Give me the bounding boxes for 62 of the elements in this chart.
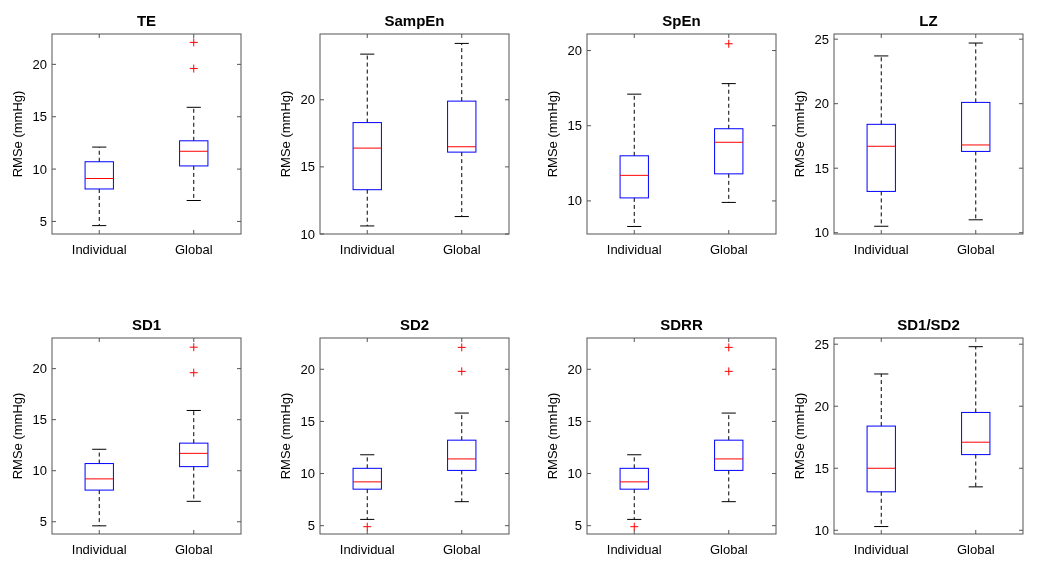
- chart-title: LZ: [919, 12, 938, 29]
- x-tick-label: Global: [174, 242, 213, 257]
- y-tick-label: 15: [32, 109, 47, 125]
- y-tick-label: 5: [39, 514, 47, 530]
- y-tick-label: 10: [814, 522, 829, 538]
- y-tick-label: 25: [814, 31, 829, 47]
- x-tick-label: Individual: [71, 242, 127, 257]
- y-tick-label: 10: [814, 225, 829, 241]
- y-tick-label: 15: [814, 460, 829, 476]
- y-tick-label: 20: [814, 96, 829, 112]
- y-tick-label: 10: [300, 466, 315, 482]
- y-axis-title: RMSe (mmHg): [792, 392, 807, 480]
- chart-title: SD1: [131, 316, 162, 333]
- y-axis-title: RMSe (mmHg): [278, 90, 293, 178]
- y-tick-label: 15: [567, 413, 582, 429]
- y-tick-label: 20: [300, 92, 315, 108]
- y-tick-label: 15: [814, 160, 829, 176]
- y-tick-label: 15: [300, 159, 315, 175]
- x-tick-label: Global: [956, 542, 995, 557]
- x-tick-label: Global: [956, 242, 995, 257]
- x-tick-label: Individual: [606, 242, 662, 257]
- x-tick-label: Global: [709, 242, 748, 257]
- y-tick-label: 20: [814, 398, 829, 414]
- x-tick-label: Individual: [71, 542, 127, 557]
- x-tick-label: Global: [709, 542, 748, 557]
- y-tick-label: 5: [307, 518, 315, 534]
- y-tick-label: 20: [32, 56, 47, 72]
- x-tick-label: Global: [174, 542, 213, 557]
- y-tick-label: 10: [32, 463, 47, 479]
- x-tick-label: Global: [442, 542, 481, 557]
- x-tick-label: Individual: [853, 542, 909, 557]
- y-tick-label: 5: [574, 518, 582, 534]
- y-tick-label: 20: [567, 361, 582, 377]
- y-axis-title: RMSe (mmHg): [278, 392, 293, 480]
- chart-title: SampEn: [384, 12, 445, 29]
- y-axis-title: RMSe (mmHg): [545, 90, 560, 178]
- y-axis-title: RMSe (mmHg): [545, 392, 560, 480]
- y-axis-title: RMSe (mmHg): [10, 90, 25, 178]
- chart-title: SDRR: [660, 316, 703, 333]
- y-tick-label: 20: [300, 361, 315, 377]
- chart-title: TE: [136, 12, 157, 29]
- y-tick-label: 10: [567, 193, 582, 209]
- y-tick-label: 10: [32, 161, 47, 177]
- y-tick-label: 15: [300, 413, 315, 429]
- y-tick-label: 25: [814, 336, 829, 352]
- chart-title: SD2: [399, 316, 430, 333]
- y-tick-label: 15: [32, 412, 47, 428]
- y-tick-label: 15: [567, 118, 582, 134]
- x-tick-label: Individual: [853, 242, 909, 257]
- y-tick-label: 10: [567, 466, 582, 482]
- x-tick-label: Individual: [339, 542, 395, 557]
- y-axis-title: RMSe (mmHg): [10, 392, 25, 480]
- x-tick-label: Global: [442, 242, 481, 257]
- x-tick-label: Individual: [339, 242, 395, 257]
- y-tick-label: 20: [567, 43, 582, 59]
- chart-title: SpEn: [662, 12, 701, 29]
- y-tick-label: 5: [39, 213, 47, 229]
- x-tick-label: Individual: [606, 542, 662, 557]
- y-tick-label: 10: [300, 226, 315, 242]
- y-tick-label: 20: [32, 361, 47, 377]
- y-axis-title: RMSe (mmHg): [792, 90, 807, 178]
- chart-title: SD1/SD2: [897, 316, 960, 333]
